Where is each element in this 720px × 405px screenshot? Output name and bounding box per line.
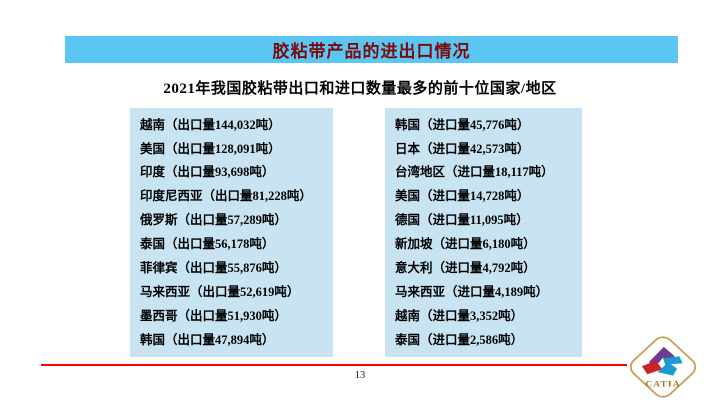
- catia-logo-icon: CATIA: [629, 336, 697, 398]
- list-item: 越南（出口量144,032吨）: [140, 117, 281, 132]
- list-item: 马来西亚（出口量52,619吨）: [140, 284, 300, 299]
- footer-divider-line: [41, 364, 627, 366]
- import-ranking-list: 韩国（进口量45,776吨） 日本（进口量42,573吨） 台湾地区（进口量18…: [385, 108, 582, 357]
- list-item: 日本（进口量42,573吨）: [395, 141, 530, 156]
- list-item: 美国（出口量128,091吨）: [140, 141, 281, 156]
- logo-wordmark: CATIA: [645, 379, 680, 389]
- list-item: 印度尼西亚（出口量81,228吨）: [140, 189, 312, 204]
- list-item: 泰国（出口量56,178吨）: [140, 237, 275, 252]
- page-number: 13: [354, 370, 366, 381]
- slide-title-banner: 胶粘带产品的进出口情况: [65, 36, 678, 63]
- export-ranking-list: 越南（出口量144,032吨） 美国（出口量128,091吨） 印度（出口量93…: [130, 108, 333, 357]
- list-item: 美国（进口量14,728吨）: [395, 189, 530, 204]
- list-item: 马来西亚（进口量4,189吨）: [395, 284, 549, 299]
- list-item: 墨西哥（出口量51,930吨）: [140, 308, 287, 323]
- list-item: 德国（进口量11,095吨）: [395, 213, 529, 228]
- list-item: 韩国（出口量47,894吨）: [140, 332, 275, 347]
- list-item: 印度（出口量93,698吨）: [140, 165, 275, 180]
- slide-title: 胶粘带产品的进出口情况: [272, 42, 471, 61]
- list-item: 越南（进口量3,352吨）: [395, 308, 524, 323]
- list-item: 菲律宾（出口量55,876吨）: [140, 261, 287, 276]
- list-item: 韩国（进口量45,776吨）: [395, 117, 530, 132]
- logo-blue-ribbon: [657, 356, 683, 376]
- list-item: 台湾地区（进口量18,117吨）: [395, 165, 554, 180]
- slide-subtitle: 2021年我国胶粘带出口和进口数量最多的前十位国家/地区: [163, 81, 557, 97]
- list-item: 俄罗斯（出口量57,289吨）: [140, 213, 287, 228]
- list-item: 意大利（进口量4,792吨）: [395, 261, 536, 276]
- list-item: 新加坡（进口量6,180吨）: [395, 237, 536, 252]
- list-item: 泰国（进口量2,586吨）: [395, 332, 524, 347]
- logo-red-ribbon: [641, 360, 663, 375]
